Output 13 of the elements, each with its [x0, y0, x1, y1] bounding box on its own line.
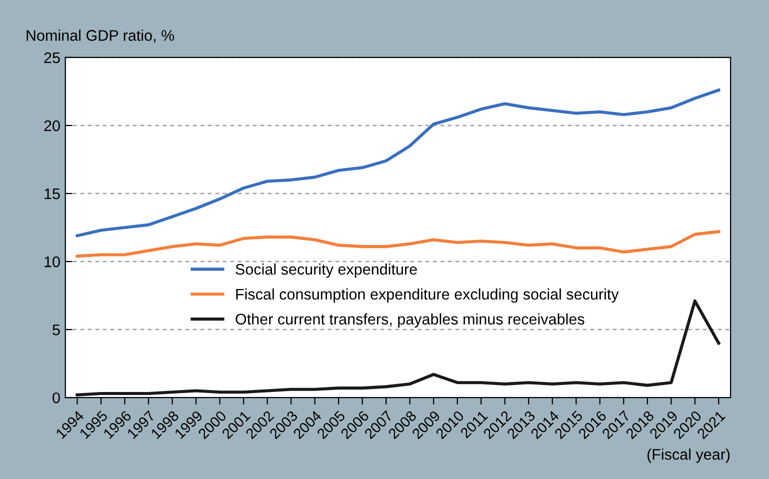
legend-label: Social security expenditure: [236, 263, 417, 278]
legend-label: Other current transfers, payables minus receivables: [236, 313, 584, 328]
y-tick-label: 0: [52, 392, 60, 404]
y-tick-label: 15: [44, 188, 60, 200]
y-tick-label: 10: [44, 256, 60, 268]
x-axis-title: (Fiscal year): [647, 448, 730, 463]
y-tick-label: 20: [44, 120, 60, 132]
y-axis-title: Nominal GDP ratio, %: [26, 30, 174, 43]
legend-label: Fiscal consumption expenditure excluding social security: [236, 288, 619, 303]
line-series: [76, 230, 720, 258]
y-tick-label: 5: [52, 324, 60, 336]
line-series: [76, 88, 720, 238]
y-tick-label: 25: [44, 52, 60, 64]
